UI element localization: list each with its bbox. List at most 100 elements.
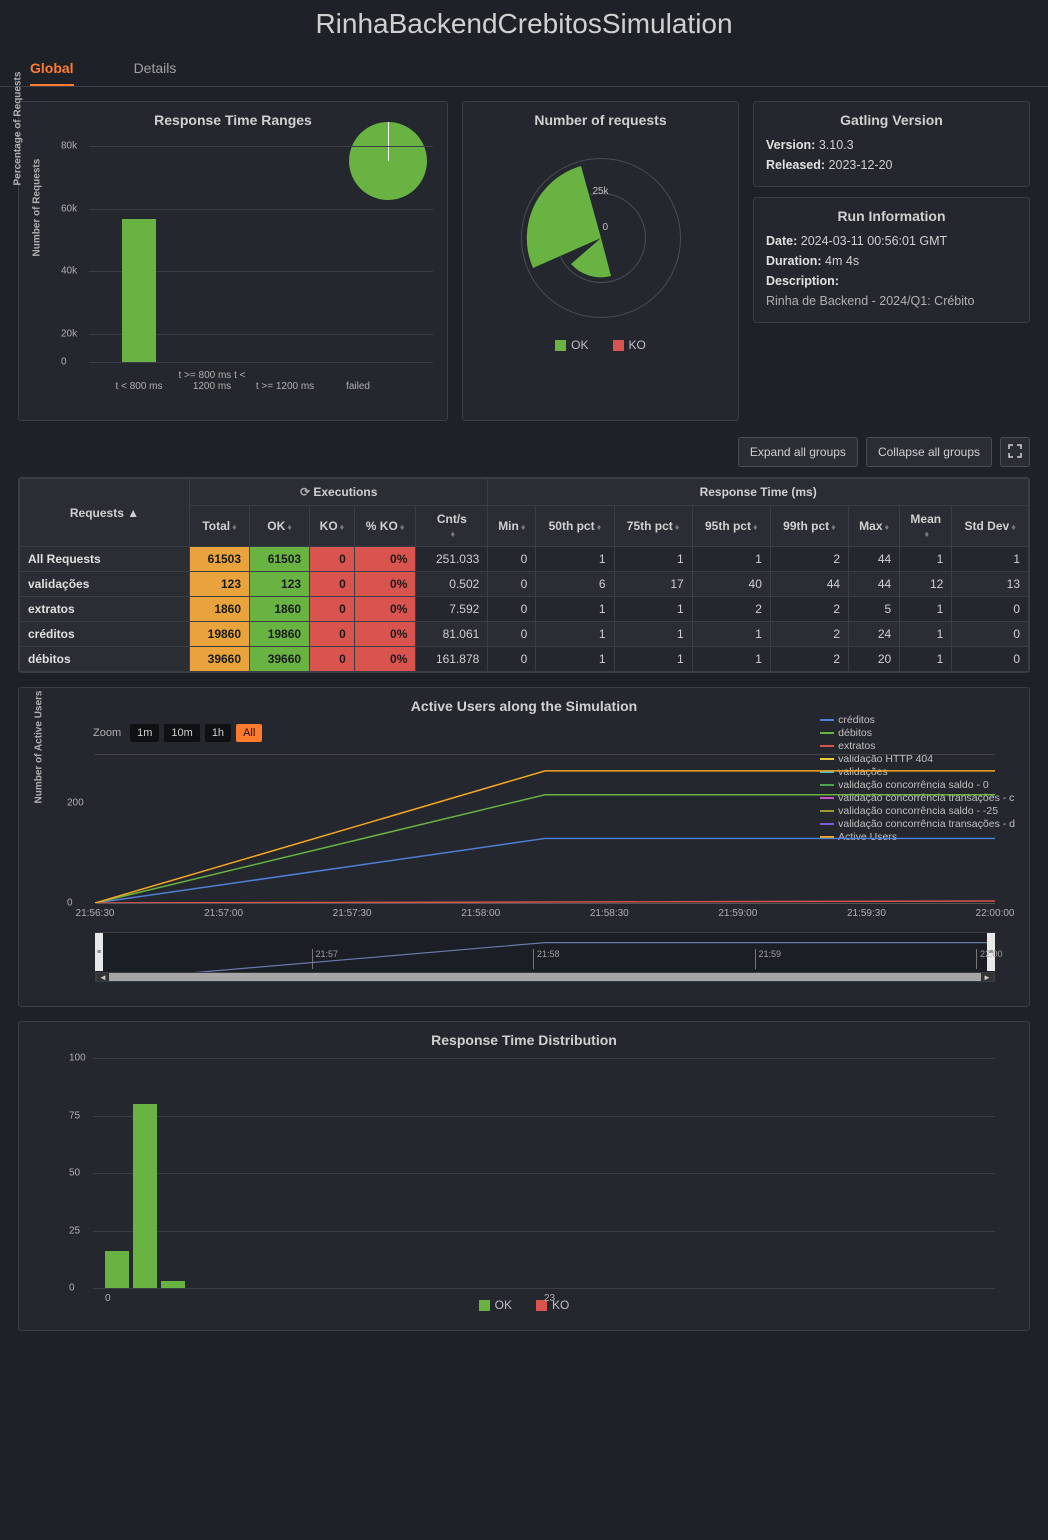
dist-bar <box>105 1251 129 1288</box>
tab-bar: Global Details <box>0 52 1048 87</box>
xtick: 0 <box>105 1293 111 1304</box>
response-ranges-ylabel: Number of Requests <box>32 159 43 257</box>
range-bar <box>122 219 156 362</box>
xtick: t >= 800 ms t < 1200 ms <box>177 370 247 392</box>
nav-scrollbar[interactable]: ◄► <box>96 972 994 982</box>
dist-chart: 100 75 50 25 0 0 23 <box>93 1058 995 1288</box>
nav-tick: 21:57 <box>312 949 339 969</box>
legend-ko: KO <box>629 338 646 352</box>
col-max[interactable]: Max♦ <box>849 506 900 547</box>
polar-slice <box>521 158 681 318</box>
number-of-requests-panel: Number of requests 25k 0 OK KO <box>462 101 739 421</box>
released-value: 2023-12-20 <box>829 158 893 172</box>
date-value: 2024-03-11 00:56:01 GMT <box>801 234 947 248</box>
dist-bar <box>161 1281 185 1288</box>
col-p75[interactable]: 75th pct♦ <box>614 506 692 547</box>
col-pko[interactable]: % KO♦ <box>354 506 416 547</box>
col-requests[interactable]: Requests <box>70 506 124 520</box>
table-row[interactable]: validações12312300%0.50206174044441213 <box>20 572 1029 597</box>
active-users-chart: 0 200 21:56:3021:57:0021:57:3021:58:0021… <box>95 754 995 904</box>
released-label: Released: <box>766 158 825 172</box>
ytick: 100 <box>69 1053 86 1064</box>
response-time-ranges-panel: Response Time Ranges Number of Requests … <box>18 101 448 421</box>
colgroup-executions: Executions <box>313 485 377 499</box>
ytick: 0 <box>61 357 67 368</box>
ytick: 80k <box>61 141 77 152</box>
dist-title: Response Time Distribution <box>33 1032 1015 1048</box>
expand-icon <box>1008 444 1022 458</box>
xtick: 21:56:30 <box>76 908 115 919</box>
zoom-1h[interactable]: 1h <box>205 724 231 742</box>
nav-tick: 21:59 <box>755 949 782 969</box>
legend-ok: OK <box>495 1298 512 1312</box>
nav-tick: 22:00 <box>976 949 1003 969</box>
collapse-all-button[interactable]: Collapse all groups <box>866 437 992 467</box>
zoom-10m[interactable]: 10m <box>164 724 199 742</box>
ytick: 25 <box>69 1225 80 1236</box>
tab-global[interactable]: Global <box>30 52 74 86</box>
date-label: Date: <box>766 234 797 248</box>
col-total[interactable]: Total♦ <box>190 506 250 547</box>
xtick: 21:57:30 <box>333 908 372 919</box>
xtick: 23 <box>544 1293 555 1304</box>
ytick: 50 <box>69 1168 80 1179</box>
duration-value: 4m 4s <box>825 254 859 268</box>
active-users-title: Active Users along the Simulation <box>33 698 1015 714</box>
col-p99[interactable]: 99th pct♦ <box>770 506 848 547</box>
col-min[interactable]: Min♦ <box>488 506 536 547</box>
ytick: 200 <box>67 798 84 809</box>
version-title: Gatling Version <box>766 112 1017 128</box>
fullscreen-button[interactable] <box>1000 437 1030 467</box>
col-p95[interactable]: 95th pct♦ <box>692 506 770 547</box>
description-value: Rinha de Backend - 2024/Q1: Crébito <box>766 294 1017 308</box>
nav-handle-left[interactable]: ≡ <box>95 933 103 971</box>
legend-item[interactable]: créditos <box>820 714 1015 726</box>
expand-all-button[interactable]: Expand all groups <box>738 437 858 467</box>
active-users-panel: Active Users along the Simulation Number… <box>18 687 1030 1007</box>
col-p50[interactable]: 50th pct♦ <box>536 506 614 547</box>
dist-legend: OK KO <box>33 1298 1015 1312</box>
stats-table: Requests ▲ ⟳ Executions Response Time (m… <box>18 477 1030 673</box>
xtick: t >= 1200 ms <box>250 381 320 392</box>
gatling-version-panel: Gatling Version Version: 3.10.3 Released… <box>753 101 1030 187</box>
xtick: 21:58:00 <box>461 908 500 919</box>
legend-item[interactable]: débitos <box>820 727 1015 739</box>
col-ko[interactable]: KO♦ <box>310 506 355 547</box>
ytick: 75 <box>69 1110 80 1121</box>
table-row[interactable]: extratos1860186000%7.59201122510 <box>20 597 1029 622</box>
xtick: 21:59:30 <box>847 908 886 919</box>
zoom-1m[interactable]: 1m <box>130 724 159 742</box>
run-information-panel: Run Information Date: 2024-03-11 00:56:0… <box>753 197 1030 323</box>
xtick: t < 800 ms <box>104 381 174 392</box>
zoom-all[interactable]: All <box>236 724 262 742</box>
xtick: failed <box>323 381 393 392</box>
xtick: 21:57:00 <box>204 908 243 919</box>
ytick: 0 <box>69 1283 75 1294</box>
tab-details[interactable]: Details <box>134 52 177 86</box>
dist-ylabel: Percentage of Requests <box>13 72 24 186</box>
runinfo-title: Run Information <box>766 208 1017 224</box>
col-std[interactable]: Std Dev♦ <box>952 506 1029 547</box>
col-cnts[interactable]: Cnt/s♦ <box>416 506 488 547</box>
legend-item[interactable]: extratos <box>820 740 1015 752</box>
num-requests-title: Number of requests <box>477 112 724 128</box>
table-controls: Expand all groups Collapse all groups <box>0 431 1048 473</box>
table-row[interactable]: créditos198601986000%81.061011122410 <box>20 622 1029 647</box>
active-users-ylabel: Number of Active Users <box>34 691 45 804</box>
response-distribution-panel: Response Time Distribution Percentage of… <box>18 1021 1030 1331</box>
xtick: 22:00:00 <box>976 908 1015 919</box>
version-label: Version: <box>766 138 815 152</box>
dist-bar <box>133 1104 157 1288</box>
ytick: 40k <box>61 266 77 277</box>
xtick: 21:58:30 <box>590 908 629 919</box>
colgroup-response: Response Time (ms) <box>488 479 1029 506</box>
xtick: 21:59:00 <box>718 908 757 919</box>
col-ok[interactable]: OK♦ <box>250 506 310 547</box>
col-mean[interactable]: Mean♦ <box>900 506 952 547</box>
zoom-label: Zoom <box>93 727 121 739</box>
chart-navigator[interactable]: ≡ ≡ 21:5721:5821:5922:00 ◄► <box>95 932 995 982</box>
table-row[interactable]: débitos396603966000%161.878011122010 <box>20 647 1029 672</box>
table-row[interactable]: All Requests615036150300%251.03301112441… <box>20 547 1029 572</box>
ytick: 60k <box>61 203 77 214</box>
ytick: 20k <box>61 328 77 339</box>
